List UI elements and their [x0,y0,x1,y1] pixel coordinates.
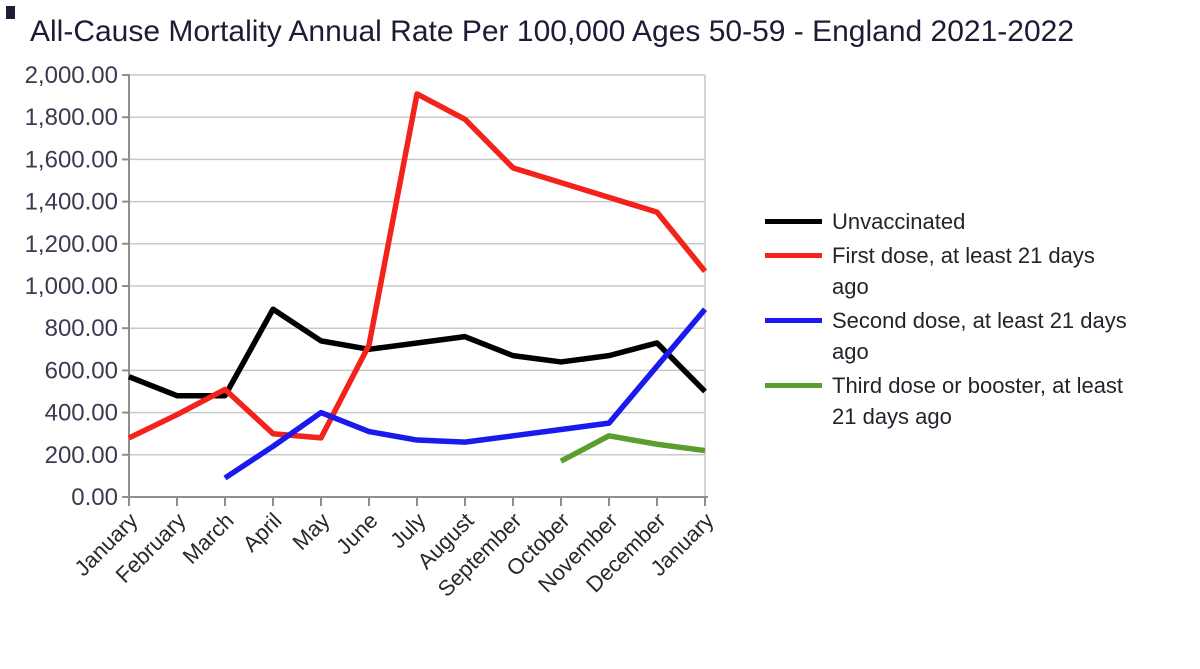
legend-item: First dose, at least 21 days ago [765,240,1134,302]
x-axis-tick-label: June [331,508,382,559]
legend-label: Second dose, at least 21 days ago [832,308,1127,364]
legend-line-swatch [765,219,822,224]
x-axis-tick-label: March [178,508,239,569]
legend-line-swatch [765,318,822,323]
x-axis-tick-label: May [287,508,334,555]
y-axis-tick-label: 1,400.00 [25,189,118,216]
series-line-unvaccinated [127,306,707,399]
legend-line-swatch [765,253,822,258]
legend-label: First dose, at least 21 days ago [832,243,1095,299]
x-axis-tick-label: April [238,508,287,557]
y-axis-tick-label: 2,000.00 [25,62,118,89]
corner-mark [6,6,15,19]
y-axis-tick-label: 1,600.00 [25,146,118,173]
y-axis-tick-label: 600.00 [45,357,118,384]
series-line-third-dose-or-booster-at-least-21-days-ago [559,433,706,464]
y-axis-tick-label: 1,200.00 [25,231,118,258]
y-axis-tick-label: 0.00 [71,484,118,511]
legend-label: Third dose or booster, at least 21 days … [832,373,1124,429]
y-axis-tick-label: 200.00 [45,442,118,469]
y-axis-tick-label: 1,800.00 [25,104,118,131]
chart-legend: Unvaccinated First dose, at least 21 days… [765,206,1134,435]
legend-item: Second dose, at least 21 days ago [765,305,1134,367]
legend-item: Third dose or booster, at least 21 days … [765,370,1134,432]
y-axis-tick-label: 800.00 [45,315,118,342]
y-axis-tick-label: 1,000.00 [25,273,118,300]
series-line-first-dose-at-least-21-days-ago [127,91,708,441]
legend-item: Unvaccinated [765,206,1134,237]
series-line-second-dose-at-least-21-days-ago [223,307,708,481]
y-axis-tick-label: 400.00 [45,400,118,427]
legend-label: Unvaccinated [832,209,966,234]
legend-line-swatch [765,383,822,388]
page-title: All-Cause Mortality Annual Rate Per 100,… [30,15,1075,48]
